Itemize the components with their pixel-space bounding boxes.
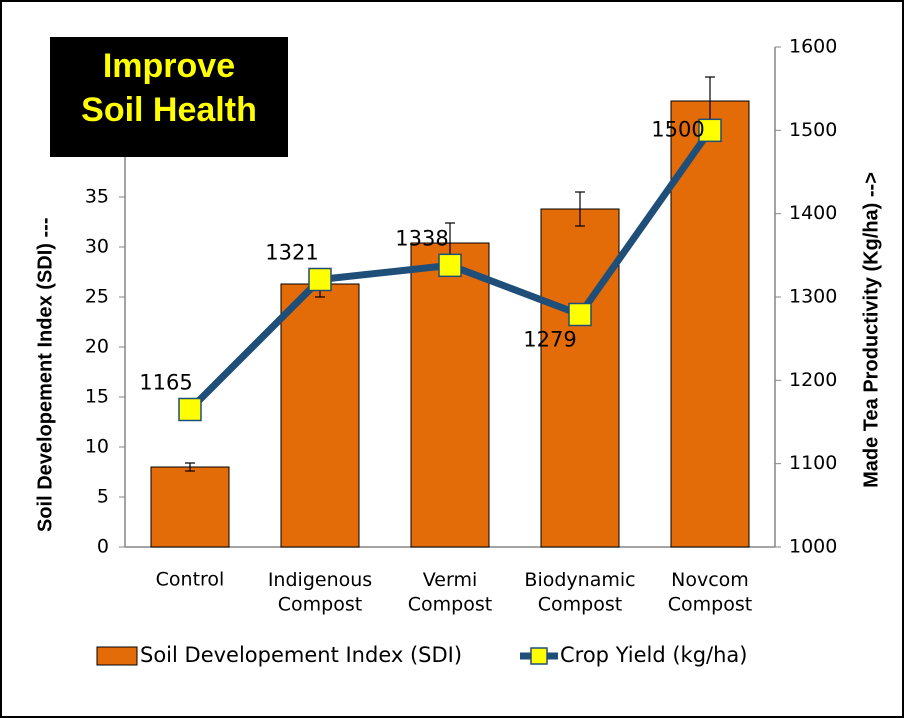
- y2-tick-label: 1500: [789, 119, 837, 141]
- y-tick-label: 5: [97, 486, 109, 508]
- bar: [150, 466, 230, 548]
- y-tick-label: 25: [85, 286, 109, 308]
- line-marker: [178, 397, 202, 422]
- data-label: 1165: [139, 371, 192, 395]
- title-box: [50, 37, 288, 157]
- y2-tick-label: 1600: [789, 36, 837, 58]
- data-label: 1500: [651, 117, 704, 141]
- x-tick-label: Control: [156, 569, 225, 591]
- data-label: 1279: [523, 328, 576, 352]
- y-tick-label: 20: [85, 336, 109, 358]
- y-tick-label: 15: [85, 386, 109, 408]
- y2-tick-label: 1300: [789, 286, 837, 308]
- y-axis-label: Soil Developement Index (SDI) ---: [34, 218, 56, 532]
- line-marker: [438, 253, 462, 278]
- x-tick-label: Vermi Compost: [408, 569, 492, 616]
- legend-marker: [530, 647, 548, 665]
- y2-tick-label: 1400: [789, 202, 837, 224]
- bar: [280, 283, 360, 548]
- line-marker: [568, 302, 592, 327]
- data-label: 1321: [265, 241, 318, 265]
- y2-tick-label: 1200: [789, 369, 837, 391]
- y2-tick-label: 1100: [789, 452, 837, 474]
- y2-axis-label: Made Tea Productivity (Kg/ha) -->: [860, 172, 882, 488]
- y-tick-label: 10: [85, 436, 109, 458]
- legend-label: Crop Yield (kg/ha): [560, 643, 748, 667]
- chart-title: Improve Soil Health: [81, 47, 257, 129]
- x-tick-label: Indigenous Compost: [268, 569, 372, 616]
- y-tick-label: 0: [97, 536, 109, 558]
- bar: [410, 242, 490, 548]
- line-marker: [698, 118, 722, 143]
- y-tick-label: 30: [85, 236, 109, 258]
- line-marker: [308, 267, 332, 292]
- data-label: 1338: [395, 226, 448, 250]
- y-tick-label: 35: [85, 186, 109, 208]
- error-bar: [185, 462, 195, 472]
- bar: [670, 100, 750, 548]
- x-tick-label: Novcom Compost: [668, 569, 752, 616]
- y2-tick-label: 1000: [789, 536, 837, 558]
- bar: [540, 208, 620, 548]
- x-tick-label: Biodynamic Compost: [524, 569, 635, 616]
- legend-swatch: [96, 646, 138, 666]
- error-bar: [575, 191, 585, 227]
- legend-label: Soil Developement Index (SDI): [140, 643, 462, 667]
